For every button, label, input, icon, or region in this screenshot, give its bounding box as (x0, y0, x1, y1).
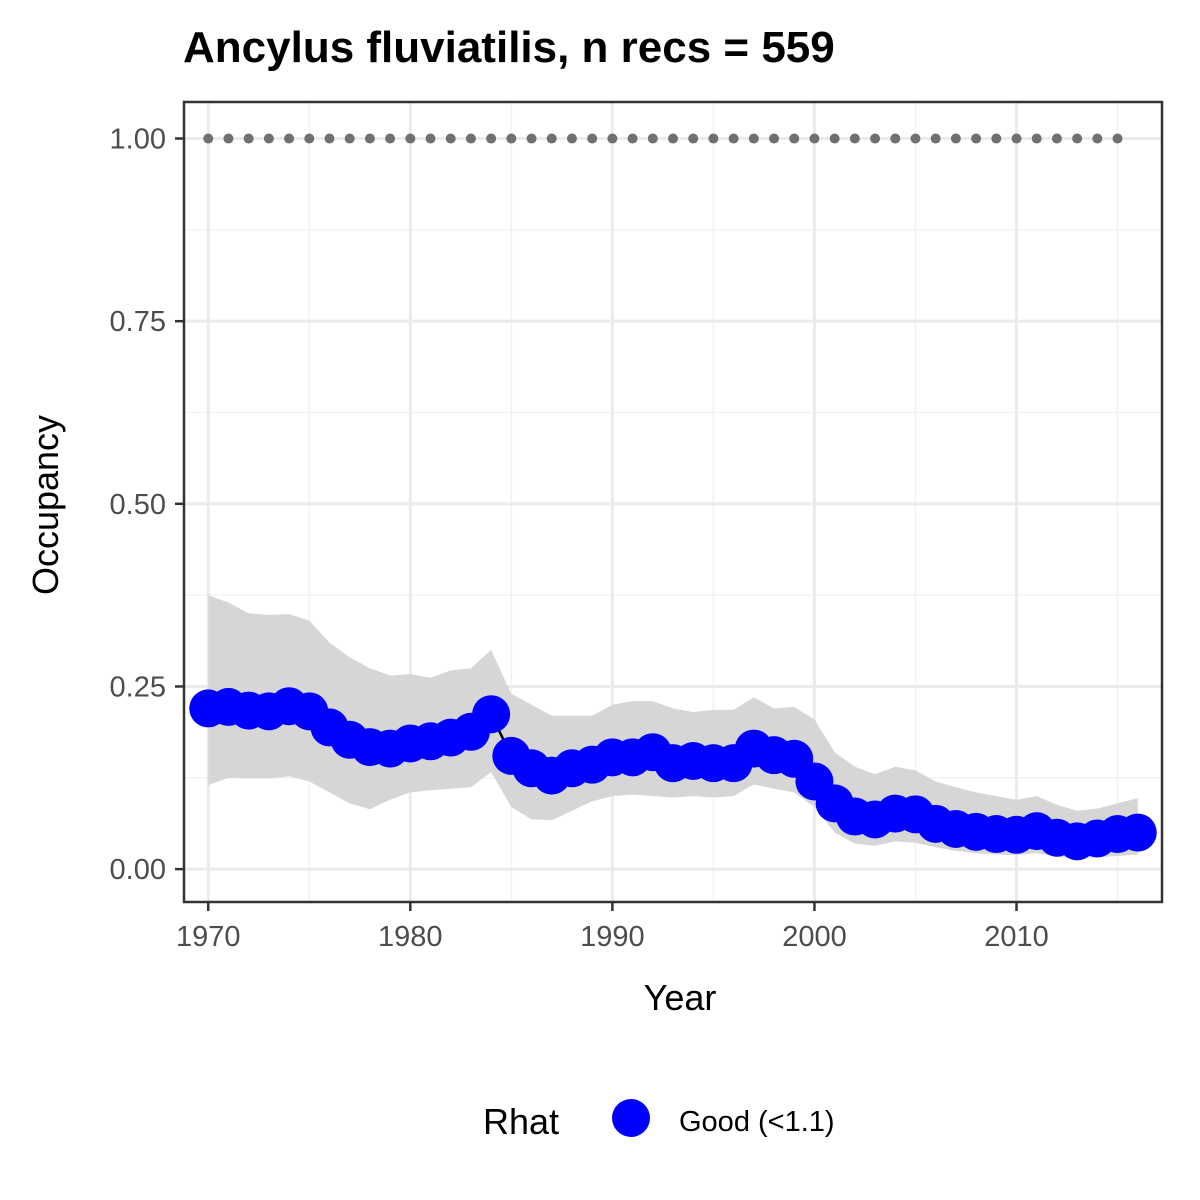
reference-point (910, 133, 921, 144)
y-axis-title: Occupancy (25, 415, 66, 595)
reference-point (769, 133, 780, 144)
reference-point (728, 133, 739, 144)
y-tick-label: 0.50 (110, 489, 166, 521)
reference-point (506, 133, 517, 144)
reference-point (647, 133, 658, 144)
y-tick-label: 0.25 (110, 671, 166, 703)
reference-point (587, 133, 598, 144)
reference-point (1112, 133, 1123, 144)
reference-point (849, 133, 860, 144)
reference-point (445, 133, 456, 144)
reference-point (607, 133, 618, 144)
reference-point (789, 133, 800, 144)
reference-point (284, 133, 295, 144)
reference-point (627, 133, 638, 144)
reference-point (1072, 133, 1083, 144)
reference-point (405, 133, 416, 144)
reference-point (971, 133, 982, 144)
legend-title: Rhat (483, 1101, 559, 1142)
reference-point (829, 133, 840, 144)
reference-point (950, 133, 961, 144)
reference-point (748, 133, 759, 144)
reference-point (688, 133, 699, 144)
reference-point (324, 133, 335, 144)
x-axis-title: Year (644, 977, 717, 1018)
reference-point (890, 133, 901, 144)
x-tick-label: 2010 (984, 921, 1049, 953)
legend-key-good (612, 1099, 650, 1137)
x-tick-label: 2000 (782, 921, 847, 953)
reference-point (930, 133, 941, 144)
reference-point (526, 133, 537, 144)
x-tick-label: 1970 (176, 921, 241, 953)
chart-title: Ancylus fluviatilis, n recs = 559 (183, 23, 835, 72)
reference-point (263, 133, 274, 144)
reference-point (486, 133, 497, 144)
reference-point (223, 133, 234, 144)
y-tick-label: 0.00 (110, 854, 166, 886)
plot-border (182, 100, 1164, 904)
reference-point (1092, 133, 1103, 144)
reference-point (991, 133, 1002, 144)
credible-interval-ribbon (208, 595, 1138, 859)
reference-point (364, 133, 375, 144)
reference-point (566, 133, 577, 144)
reference-point (425, 133, 436, 144)
reference-point (344, 133, 355, 144)
reference-point (203, 133, 214, 144)
x-tick-label: 1990 (580, 921, 645, 953)
reference-point (870, 133, 881, 144)
reference-point (1011, 133, 1022, 144)
y-tick-label: 0.75 (110, 306, 166, 338)
reference-point (243, 133, 254, 144)
occupancy-point (1118, 813, 1157, 852)
x-tick-label: 1980 (378, 921, 443, 953)
reference-point (304, 133, 315, 144)
occupancy-point (472, 695, 511, 734)
reference-point (1031, 133, 1042, 144)
reference-point (385, 133, 396, 144)
reference-point (546, 133, 557, 144)
reference-point (465, 133, 476, 144)
y-tick-label: 1.00 (110, 124, 166, 156)
legend: Rhat Good (<1.1) (483, 1099, 835, 1142)
reference-point (1051, 133, 1062, 144)
reference-point (708, 133, 719, 144)
legend-label-good: Good (<1.1) (679, 1106, 835, 1138)
reference-point (809, 133, 820, 144)
plot-panel: 1970 1980 1990 2000 2010 0.00 0.25 0.50 0.75 1.00 (110, 100, 1164, 953)
reference-point (668, 133, 678, 144)
